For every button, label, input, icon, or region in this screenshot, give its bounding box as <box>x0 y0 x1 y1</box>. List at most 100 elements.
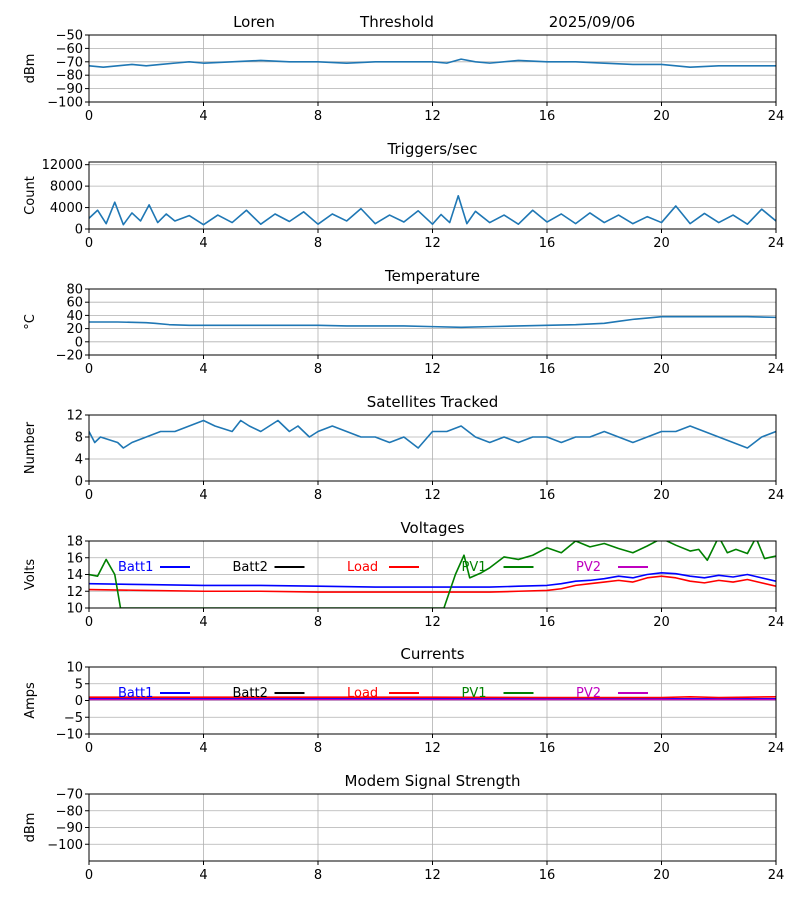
header-date: 2025/09/06 <box>549 13 635 31</box>
y-tick-label: 16 <box>66 551 83 566</box>
x-tick-label: 16 <box>539 109 556 124</box>
x-tick-label: 4 <box>199 362 207 377</box>
y-tick-label: 20 <box>66 322 83 337</box>
legend-label-batt2: Batt2 <box>233 686 268 701</box>
y-tick-label: 0 <box>75 335 83 350</box>
header-station: Loren <box>233 13 275 31</box>
series-line-pv1 <box>89 541 776 608</box>
x-tick-label: 0 <box>85 488 93 503</box>
y-axis-label: Count <box>23 176 38 215</box>
legend-label-batt1: Batt1 <box>118 560 153 575</box>
y-tick-label: −80 <box>56 804 83 819</box>
x-tick-label: 8 <box>314 488 322 503</box>
x-tick-label: 16 <box>539 488 556 503</box>
y-tick-label: −80 <box>56 69 83 84</box>
x-tick-label: 0 <box>85 868 93 883</box>
y-tick-label: −70 <box>56 788 83 803</box>
x-tick-label: 16 <box>539 236 556 251</box>
chart-title: Satellites Tracked <box>367 393 498 411</box>
chart-title: Triggers/sec <box>387 140 478 158</box>
x-tick-label: 24 <box>768 868 785 883</box>
x-tick-label: 12 <box>424 615 441 630</box>
x-tick-label: 24 <box>768 236 785 251</box>
y-tick-label: 80 <box>66 283 83 298</box>
x-tick-label: 24 <box>768 109 785 124</box>
x-tick-label: 20 <box>653 615 670 630</box>
x-tick-label: 16 <box>539 362 556 377</box>
chart-title: Modem Signal Strength <box>345 772 521 790</box>
x-tick-label: 20 <box>653 236 670 251</box>
y-tick-label: 12 <box>66 585 83 600</box>
x-tick-label: 20 <box>653 488 670 503</box>
x-tick-label: 24 <box>768 362 785 377</box>
legend-label-load: Load <box>347 560 378 575</box>
x-tick-label: 16 <box>539 741 556 756</box>
y-axis-label: Number <box>23 421 38 474</box>
y-tick-label: −20 <box>56 349 83 364</box>
x-tick-label: 8 <box>314 741 322 756</box>
x-tick-label: 0 <box>85 741 93 756</box>
y-tick-label: 0 <box>75 694 83 709</box>
x-tick-label: 8 <box>314 236 322 251</box>
y-tick-label: 12000 <box>42 158 83 173</box>
y-axis-label: Amps <box>23 682 38 719</box>
header-mode: Threshold <box>359 13 434 31</box>
y-axis-label: dBm <box>23 54 38 84</box>
series-line-temperature <box>89 315 776 329</box>
y-tick-label: 10 <box>66 602 83 617</box>
y-tick-label: 12 <box>66 409 83 424</box>
y-tick-label: 40 <box>66 309 83 324</box>
series-line-threshold <box>89 58 776 68</box>
series-line-satellites <box>89 419 776 449</box>
y-tick-label: −10 <box>56 728 83 743</box>
y-axis-label: Volts <box>23 559 38 591</box>
x-tick-label: 20 <box>653 741 670 756</box>
y-tick-label: 60 <box>66 296 83 311</box>
y-tick-label: −60 <box>56 42 83 57</box>
x-tick-label: 4 <box>199 236 207 251</box>
y-tick-label: −90 <box>56 821 83 836</box>
y-tick-label: 8000 <box>50 180 83 195</box>
series-line-load <box>89 696 776 699</box>
x-tick-label: 0 <box>85 362 93 377</box>
series-line-load <box>89 575 776 593</box>
legend-label-pv1: PV1 <box>462 560 487 575</box>
x-tick-label: 16 <box>539 615 556 630</box>
x-tick-label: 12 <box>424 741 441 756</box>
chart-title: Currents <box>400 645 464 663</box>
y-tick-label: 8 <box>75 431 83 446</box>
x-tick-label: 24 <box>768 488 785 503</box>
x-tick-label: 8 <box>314 615 322 630</box>
x-tick-label: 8 <box>314 868 322 883</box>
panel-satellites: 0 4 8 12 16 20 24 0 4 8 12 Satellites Tracked Number <box>23 393 784 503</box>
y-tick-label: 0 <box>75 223 83 238</box>
x-tick-label: 12 <box>424 109 441 124</box>
y-tick-label: 4 <box>75 453 83 468</box>
panel-triggers: 0 4 8 12 16 20 24 0 4000 8000 12000 Triggers/sec Cou… <box>23 140 784 251</box>
panel-threshold: 0 4 8 12 16 20 24 −100−90−80−70−60−50 dBm <box>23 29 784 125</box>
y-tick-label: −100 <box>47 96 83 111</box>
x-tick-label: 12 <box>424 488 441 503</box>
chart-title: Voltages <box>400 519 464 537</box>
x-tick-label: 24 <box>768 741 785 756</box>
x-tick-label: 0 <box>85 109 93 124</box>
legend-label-pv2: PV2 <box>576 560 601 575</box>
x-tick-label: 12 <box>424 362 441 377</box>
x-tick-label: 12 <box>424 236 441 251</box>
y-tick-label: 4000 <box>50 201 83 216</box>
legend-label-pv2: PV2 <box>576 686 601 701</box>
y-tick-label: −70 <box>56 55 83 70</box>
chart-title: Temperature <box>384 267 480 285</box>
y-tick-label: 0 <box>75 475 83 490</box>
legend-label-load: Load <box>347 686 378 701</box>
series-line-batt1 <box>89 572 776 588</box>
y-tick-label: 10 <box>66 661 83 676</box>
y-axis-label: °C <box>23 314 38 330</box>
x-tick-label: 12 <box>424 868 441 883</box>
y-tick-label: −5 <box>64 711 83 726</box>
x-tick-label: 16 <box>539 868 556 883</box>
